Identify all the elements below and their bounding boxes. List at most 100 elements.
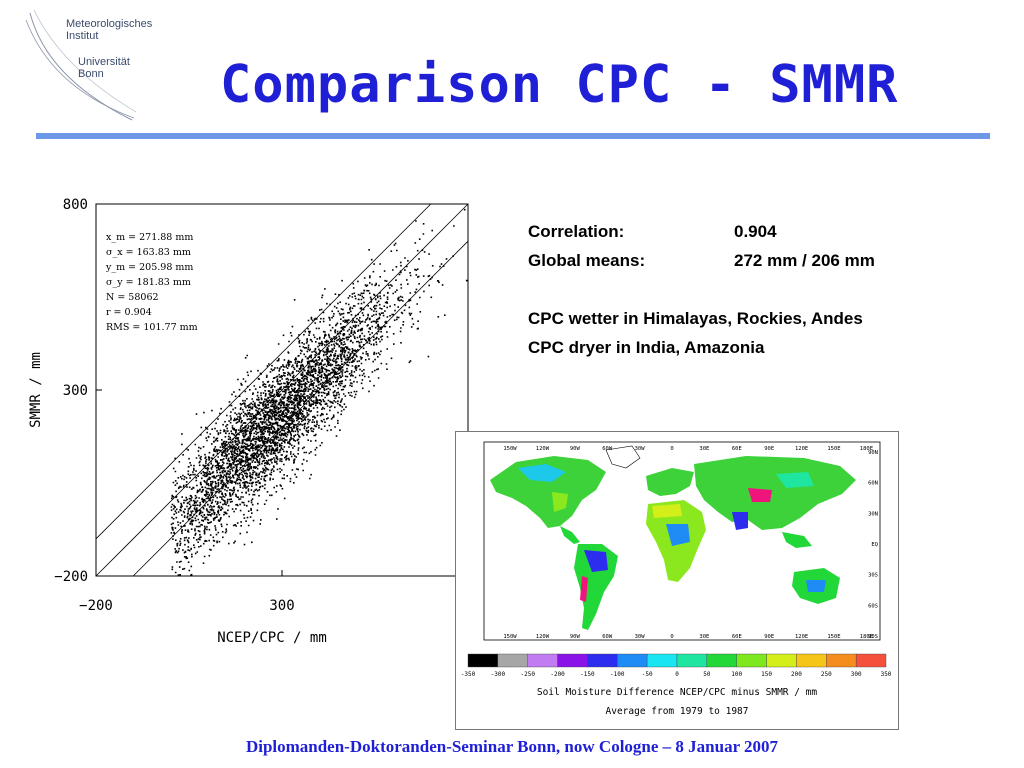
map-top-lon-label: 90E	[764, 446, 774, 452]
colorbar-swatch	[855, 653, 887, 668]
colorbar-tick-label: 0	[675, 671, 679, 678]
correlation-value: 0.904	[734, 222, 777, 241]
map-top-lon-label: 60W	[602, 446, 613, 452]
scatter-point-cloud	[170, 208, 468, 576]
colorbar-tick-label: 300	[851, 671, 862, 678]
statistics-panel: Correlation: 0.904 Global means: 272 mm …	[528, 222, 998, 367]
scatter-x-ticks: −200 300 800	[79, 570, 481, 614]
colorbar-tick-label: -250	[520, 671, 535, 678]
slide-title: Comparison CPC - SMMR	[220, 55, 899, 115]
stats-box-line: r = 0.904	[106, 307, 152, 318]
global-means-row: Global means: 272 mm / 206 mm	[528, 251, 998, 280]
scatter-reference-lines	[95, 203, 469, 577]
map-top-lon-label: 30W	[635, 446, 646, 452]
map-top-lon-label: 180E	[860, 446, 873, 452]
map-latitude-labels: 90N 60N 30N EQ 30S 60S 90S	[868, 450, 878, 640]
reference-line-1	[95, 203, 432, 540]
map-bottom-lon-label: 150W	[503, 634, 517, 640]
map-bottom-lon-label: 120E	[795, 634, 808, 640]
colorbar-tick-label: 150	[761, 671, 772, 678]
colorbar-tick-label: -50	[642, 671, 653, 678]
x-tick-label: 300	[269, 598, 294, 614]
colorbar-swatch	[587, 653, 618, 668]
map-bottom-lon-label: 180E	[860, 634, 873, 640]
reference-line-2	[132, 240, 469, 577]
correlation-label: Correlation:	[528, 222, 625, 241]
map-top-lon-label: 0	[670, 446, 673, 452]
colorbar-tick-label: -100	[610, 671, 625, 678]
map-top-lon-label: 90W	[570, 446, 581, 452]
map-colorbar	[467, 653, 887, 668]
map-top-lon-label: 150W	[503, 446, 517, 452]
colorbar-tick-label: 200	[791, 671, 802, 678]
stats-box-line: y_m = 205.98 mm	[105, 262, 193, 273]
soil-moisture-map: 150W 120W 90W 60W 30W 0 30E 60E 90E 120E 150E 180E …	[455, 431, 899, 730]
spacer	[528, 280, 998, 309]
colorbar-swatch	[826, 653, 857, 668]
map-top-longitude-labels: 150W 120W 90W 60W 30W 0 30E 60E 90E 120E 150E 180E	[503, 446, 873, 452]
scatter-points	[170, 208, 468, 576]
colorbar-tick-label: 50	[703, 671, 711, 678]
colorbar-swatch	[676, 653, 708, 668]
map-bottom-lon-label: 60W	[602, 634, 613, 640]
map-lat-label: 30S	[868, 573, 878, 579]
map-top-lon-label: 150E	[827, 446, 840, 452]
logo-text-meteorologisches: Meteorologisches Institut	[66, 18, 153, 42]
note-dryer: CPC dryer in India, Amazonia	[528, 338, 765, 357]
y-tick-label: −200	[54, 569, 88, 585]
footer-text: Diplomanden-Doktoranden-Seminar Bonn, no…	[245, 737, 779, 756]
reference-line-0	[95, 203, 469, 577]
colorbar-swatch	[617, 653, 648, 668]
colorbar-tick-label: 250	[821, 671, 832, 678]
colorbar-tick-label: -350	[461, 671, 476, 678]
scatter-x-axis-label: NCEP/CPC / mm	[217, 630, 327, 646]
scatter-y-axis-label: SMMR / mm	[28, 352, 44, 428]
map-lat-label: 90N	[868, 450, 878, 456]
colorbar-tick-label: 350	[881, 671, 892, 678]
colorbar-tick-label: 100	[731, 671, 742, 678]
map-bottom-lon-label: 30W	[635, 634, 646, 640]
colorbar-swatch	[557, 653, 588, 668]
map-bottom-lon-label: 30E	[699, 634, 709, 640]
map-bottom-lon-label: 90E	[764, 634, 774, 640]
colorbar-swatch	[736, 653, 767, 668]
logo-text-universitaet: Universität Bonn	[78, 56, 130, 80]
map-lat-label: 90S	[868, 634, 878, 640]
map-bottom-lon-label: 120W	[536, 634, 550, 640]
colorbar-swatch	[527, 653, 558, 668]
map-bottom-longitude-labels: 150W 120W 90W 60W 30W 0 30E 60E 90E 120E 150E 180E	[503, 634, 873, 640]
colorbar-tick-label: -150	[580, 671, 595, 678]
title-divider	[36, 133, 990, 139]
stats-box-line: σ_y = 181.83 mm	[106, 277, 191, 288]
map-bottom-lon-label: 150E	[827, 634, 840, 640]
scatter-stats-box: x_m = 271.88 mm σ_x = 163.83 mm y_m = 205.…	[105, 232, 198, 333]
map-top-lon-label: 30E	[699, 446, 709, 452]
map-landmasses	[490, 445, 856, 630]
stats-box-line: N = 58062	[106, 292, 159, 303]
x-tick-label: −200	[79, 598, 113, 614]
colorbar-tick-label: -300	[491, 671, 506, 678]
colorbar-swatch	[646, 653, 678, 668]
map-top-lon-label: 120W	[536, 446, 550, 452]
map-lat-label: 60N	[868, 481, 878, 487]
map-lat-label: 60S	[868, 603, 878, 609]
map-title: Soil Moisture Difference NCEP/CPC minus …	[537, 687, 818, 698]
map-bottom-lon-label: 0	[670, 634, 673, 640]
note-wetter: CPC wetter in Himalayas, Rockies, Andes	[528, 309, 863, 328]
map-bottom-lon-label: 60E	[732, 634, 742, 640]
map-subtitle: Average from 1979 to 1987	[606, 706, 749, 717]
colorbar-swatch	[706, 653, 737, 668]
stats-box-line: σ_x = 163.83 mm	[106, 247, 191, 258]
global-means-label: Global means:	[528, 251, 646, 270]
colorbar-swatch	[467, 653, 499, 668]
map-lat-label: EQ	[871, 542, 878, 548]
logo-arc-graphic	[25, 9, 137, 121]
colorbar-swatch	[497, 653, 528, 668]
y-tick-label: 800	[63, 197, 88, 213]
scatter-plot: x_m = 271.88 mm σ_x = 163.83 mm y_m = 205.…	[28, 197, 481, 646]
map-top-lon-label: 120E	[795, 446, 808, 452]
y-tick-label: 300	[63, 383, 88, 399]
stats-box-line: x_m = 271.88 mm	[106, 232, 193, 243]
map-colorbar-ticks: -350 -300 -250 -200 -150 -100 -50 0 50 100 150 200 2…	[461, 671, 892, 678]
map-bottom-lon-label: 90W	[570, 634, 581, 640]
